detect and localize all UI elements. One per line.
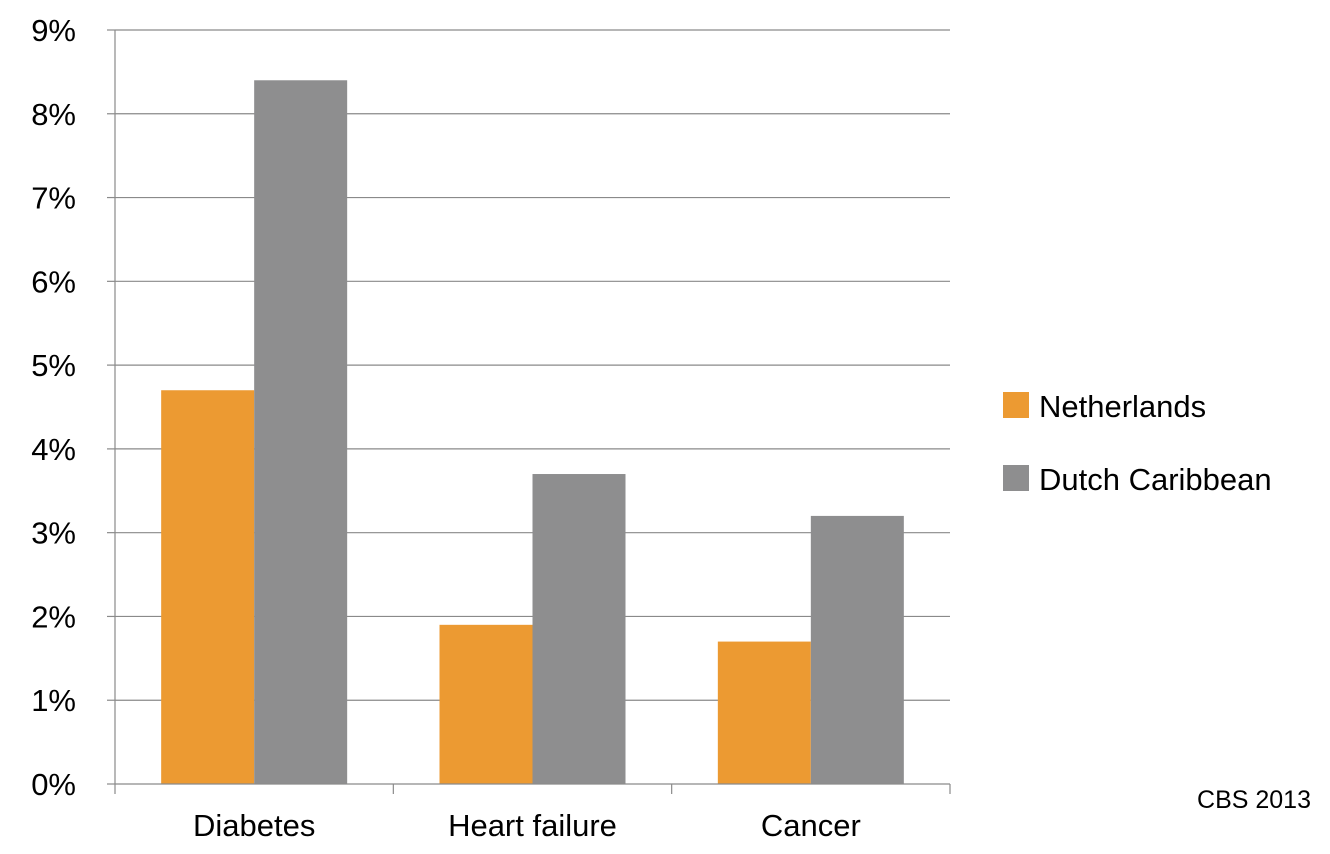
y-tick-label: 0% xyxy=(31,767,76,802)
bar-heart-failure-dutch-caribbean xyxy=(532,474,626,784)
bar-diabetes-netherlands xyxy=(161,390,255,784)
legend-label: Netherlands xyxy=(1039,389,1206,424)
y-tick-label: 4% xyxy=(31,432,76,467)
bar-cancer-netherlands xyxy=(717,641,811,784)
bars xyxy=(161,80,904,785)
legend-label: Dutch Caribbean xyxy=(1039,462,1272,497)
x-tick-label: Heart failure xyxy=(448,808,617,843)
bar-cancer-dutch-caribbean xyxy=(810,515,904,784)
y-tick-label: 8% xyxy=(31,97,76,132)
x-tick-label: Diabetes xyxy=(193,808,315,843)
legend-swatch xyxy=(1003,465,1029,491)
axes xyxy=(107,29,951,794)
y-tick-label: 9% xyxy=(31,13,76,48)
y-tick-label: 5% xyxy=(31,348,76,383)
y-tick-label: 1% xyxy=(31,683,76,718)
legend-swatch xyxy=(1003,392,1029,418)
bar-diabetes-dutch-caribbean xyxy=(254,80,348,785)
source-annotation: CBS 2013 xyxy=(1197,786,1311,814)
x-axis-tick-labels: Diabetes Heart failure Cancer xyxy=(193,808,861,843)
y-tick-label: 6% xyxy=(31,264,76,299)
y-tick-label: 3% xyxy=(31,516,76,551)
bar-heart-failure-netherlands xyxy=(439,624,533,784)
y-axis-tick-labels: 0% 1% 2% 3% 4% 5% 6% 7% 8% 9% xyxy=(31,13,76,802)
x-tick-label: Cancer xyxy=(761,808,861,843)
legend: Netherlands Dutch Caribbean xyxy=(1003,389,1272,497)
y-tick-label: 7% xyxy=(31,181,76,216)
y-tick-label: 2% xyxy=(31,599,76,634)
